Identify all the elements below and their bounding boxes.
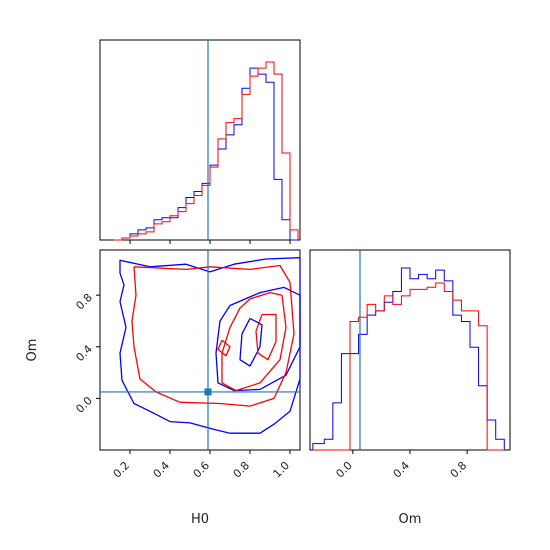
- joint-contours: [119, 257, 301, 434]
- h0-histogram-series-1: [114, 67, 298, 241]
- joint-x-tick-label: 1.0: [271, 459, 293, 481]
- joint-truth: [100, 250, 300, 450]
- joint-frame: [99, 249, 301, 451]
- om-histogram-series: [312, 267, 505, 451]
- joint-contour-2: [215, 286, 301, 392]
- joint-x-ticks: 0.2 0.4 0.6 0.8 1.0: [111, 450, 293, 481]
- joint-y-ticks: 0.0 0.4 0.8: [73, 291, 100, 416]
- om-histogram-ticks: 0.0 0.4 0.8: [333, 450, 469, 480]
- om-histogram-frame: [309, 249, 511, 451]
- joint-panel: 0.2 0.4 0.6 0.8 1.0 0.0 0.4 0.8 H0 Om: [25, 249, 301, 527]
- h0-histogram-frame: [99, 39, 301, 241]
- om-histogram-tick-label: 0.8: [448, 459, 470, 481]
- joint-x-tick-label: 0.2: [111, 459, 133, 481]
- joint-truth-marker: [204, 388, 212, 396]
- om-histogram-tick-label: 0.0: [333, 459, 355, 481]
- h0-axis-label: H0: [191, 512, 209, 527]
- joint-y-tick-label: 0.0: [73, 394, 95, 416]
- h0-histogram-series-2: [114, 61, 299, 241]
- joint-y-tick-label: 0.8: [73, 291, 95, 313]
- joint-contour-6: [255, 313, 277, 361]
- joint-x-tick-label: 0.6: [191, 459, 213, 481]
- joint-contour-3: [239, 317, 263, 367]
- om-histogram-series-1: [312, 267, 505, 450]
- h0-histogram-panel: [99, 39, 301, 244]
- om-histogram-series-2: [312, 282, 505, 451]
- joint-x-tick-label: 0.4: [151, 459, 173, 481]
- joint-contour-1: [119, 257, 301, 434]
- om-histogram-tick-label: 0.4: [391, 459, 413, 481]
- om-x-axis-label: Om: [399, 512, 422, 527]
- h0-histogram-ticks: [129, 240, 291, 244]
- joint-x-tick-label: 0.8: [231, 459, 253, 481]
- joint-y-tick-label: 0.4: [73, 343, 95, 365]
- joint-contour-5: [221, 291, 287, 392]
- joint-contour-7: [217, 339, 231, 357]
- joint-contour-4: [131, 264, 295, 407]
- om-y-axis-label: Om: [25, 339, 40, 362]
- om-histogram-panel: 0.0 0.4 0.8 Om: [309, 249, 511, 527]
- h0-histogram-series: [114, 61, 299, 241]
